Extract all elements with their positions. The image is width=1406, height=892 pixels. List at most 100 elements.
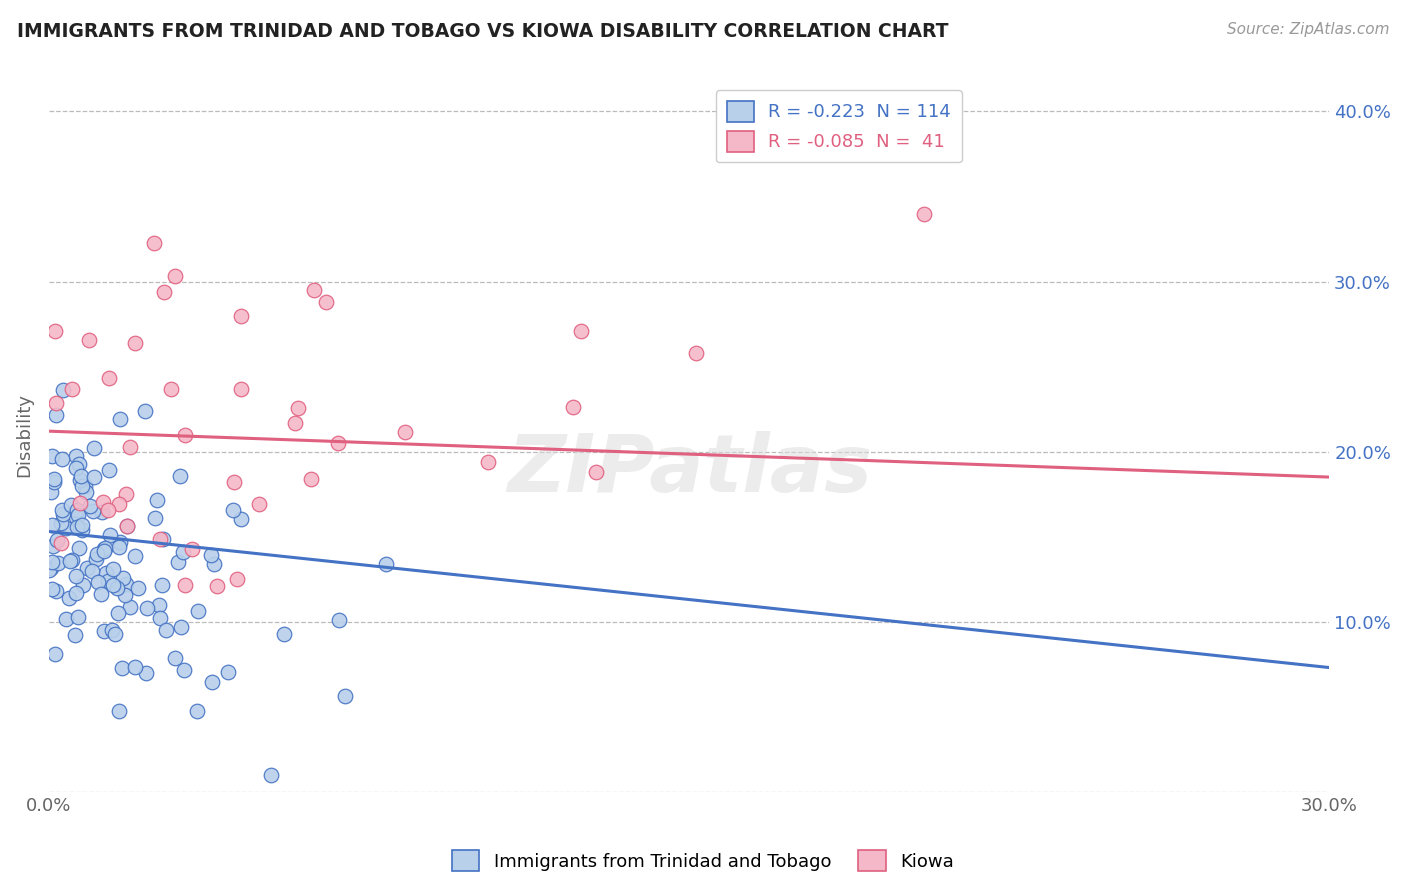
- Point: [65, 509, 87, 524]
- Point: [65, 586, 87, 600]
- Point: [42, 475, 65, 489]
- Point: [38, 563, 60, 577]
- Point: [685, 346, 707, 360]
- Point: [45, 409, 67, 423]
- Point: [72, 523, 94, 537]
- Point: [79, 499, 101, 513]
- Point: [163, 651, 186, 665]
- Point: [124, 660, 146, 674]
- Point: [174, 578, 197, 592]
- Point: [52, 507, 75, 521]
- Point: [65, 461, 87, 475]
- Point: [222, 503, 245, 517]
- Point: [166, 555, 188, 569]
- Point: [101, 577, 124, 591]
- Point: [70, 468, 93, 483]
- Point: [93, 495, 115, 509]
- Point: [41, 449, 63, 463]
- Point: [67, 609, 90, 624]
- Point: [105, 581, 128, 595]
- Point: [333, 689, 356, 703]
- Point: [181, 542, 204, 557]
- Point: [86, 547, 108, 561]
- Point: [173, 663, 195, 677]
- Point: [150, 578, 173, 592]
- Point: [39, 484, 62, 499]
- Point: [143, 236, 166, 251]
- Point: [155, 623, 177, 637]
- Point: [477, 455, 499, 469]
- Point: [201, 675, 224, 690]
- Point: [93, 544, 115, 558]
- Point: [186, 704, 208, 718]
- Point: [115, 518, 138, 533]
- Point: [52, 384, 75, 398]
- Point: [87, 574, 110, 589]
- Point: [70, 479, 93, 493]
- Point: [115, 518, 138, 533]
- Point: [93, 624, 115, 638]
- Point: [149, 532, 172, 546]
- Point: [72, 578, 94, 592]
- Point: [97, 574, 120, 588]
- Point: [585, 465, 607, 479]
- Point: [100, 623, 122, 637]
- Point: [97, 371, 120, 385]
- Point: [101, 561, 124, 575]
- Point: [80, 564, 103, 578]
- Point: [110, 412, 132, 426]
- Point: [83, 441, 105, 455]
- Legend: R = -0.223  N = 114, R = -0.085  N =  41: R = -0.223 N = 114, R = -0.085 N = 41: [716, 90, 962, 162]
- Point: [146, 493, 169, 508]
- Point: [114, 487, 136, 501]
- Point: [45, 396, 67, 410]
- Point: [65, 628, 87, 642]
- Point: [44, 472, 66, 486]
- Point: [41, 582, 63, 596]
- Point: [83, 470, 105, 484]
- Point: [94, 566, 117, 580]
- Point: [44, 324, 66, 338]
- Point: [124, 549, 146, 564]
- Point: [394, 425, 416, 439]
- Point: [104, 627, 127, 641]
- Point: [108, 704, 131, 718]
- Point: [60, 499, 83, 513]
- Point: [170, 620, 193, 634]
- Point: [73, 479, 96, 493]
- Point: [149, 611, 172, 625]
- Point: [55, 612, 77, 626]
- Y-axis label: Disability: Disability: [15, 392, 32, 476]
- Point: [45, 584, 67, 599]
- Point: [67, 541, 90, 556]
- Point: [114, 588, 136, 602]
- Point: [229, 309, 252, 323]
- Point: [98, 528, 121, 542]
- Point: [375, 557, 398, 571]
- Point: [143, 511, 166, 525]
- Point: [51, 503, 73, 517]
- Point: [66, 503, 89, 517]
- Point: [45, 533, 67, 547]
- Point: [66, 508, 89, 522]
- Text: Source: ZipAtlas.com: Source: ZipAtlas.com: [1226, 22, 1389, 37]
- Point: [58, 591, 80, 606]
- Point: [66, 520, 89, 534]
- Point: [69, 473, 91, 487]
- Point: [135, 666, 157, 681]
- Point: [67, 457, 90, 471]
- Point: [39, 561, 62, 575]
- Point: [328, 613, 350, 627]
- Point: [225, 572, 247, 586]
- Point: [115, 576, 138, 591]
- Point: [229, 382, 252, 396]
- Point: [49, 516, 72, 530]
- Point: [124, 336, 146, 351]
- Point: [569, 324, 592, 338]
- Point: [82, 504, 104, 518]
- Point: [51, 451, 73, 466]
- Point: [91, 505, 114, 519]
- Point: [202, 558, 225, 572]
- Text: ZIPatlas: ZIPatlas: [506, 432, 872, 509]
- Text: IMMIGRANTS FROM TRINIDAD AND TOBAGO VS KIOWA DISABILITY CORRELATION CHART: IMMIGRANTS FROM TRINIDAD AND TOBAGO VS K…: [17, 22, 949, 41]
